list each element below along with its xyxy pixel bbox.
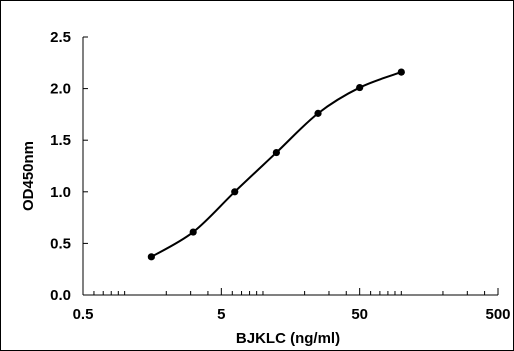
x-tick-label: 500	[485, 306, 510, 323]
y-tick-label: 0.5	[50, 235, 71, 252]
data-point	[314, 109, 322, 117]
data-point	[147, 253, 155, 261]
y-tick-label: 1.5	[50, 132, 71, 149]
y-tick-label: 1.0	[50, 184, 71, 201]
y-axis-title: OD450nm	[20, 141, 37, 211]
data-point	[189, 228, 197, 236]
data-point	[272, 148, 280, 157]
y-tick-label: 0.0	[50, 287, 71, 304]
data-point	[356, 83, 364, 92]
series-line	[150, 71, 402, 258]
plot-area: 0.00.51.01.52.02.50.5 5 50 500	[50, 29, 510, 323]
y-tick-label: 2.5	[50, 29, 71, 46]
data-point	[231, 188, 239, 196]
x-tick-label: 50	[351, 306, 368, 323]
x-tick-label: 0.5	[73, 306, 94, 323]
x-tick-label: 5	[217, 306, 225, 323]
y-tick-label: 2.0	[50, 81, 71, 98]
data-point	[397, 68, 405, 76]
x-axis-title: BJKLC (ng/ml)	[236, 330, 340, 347]
